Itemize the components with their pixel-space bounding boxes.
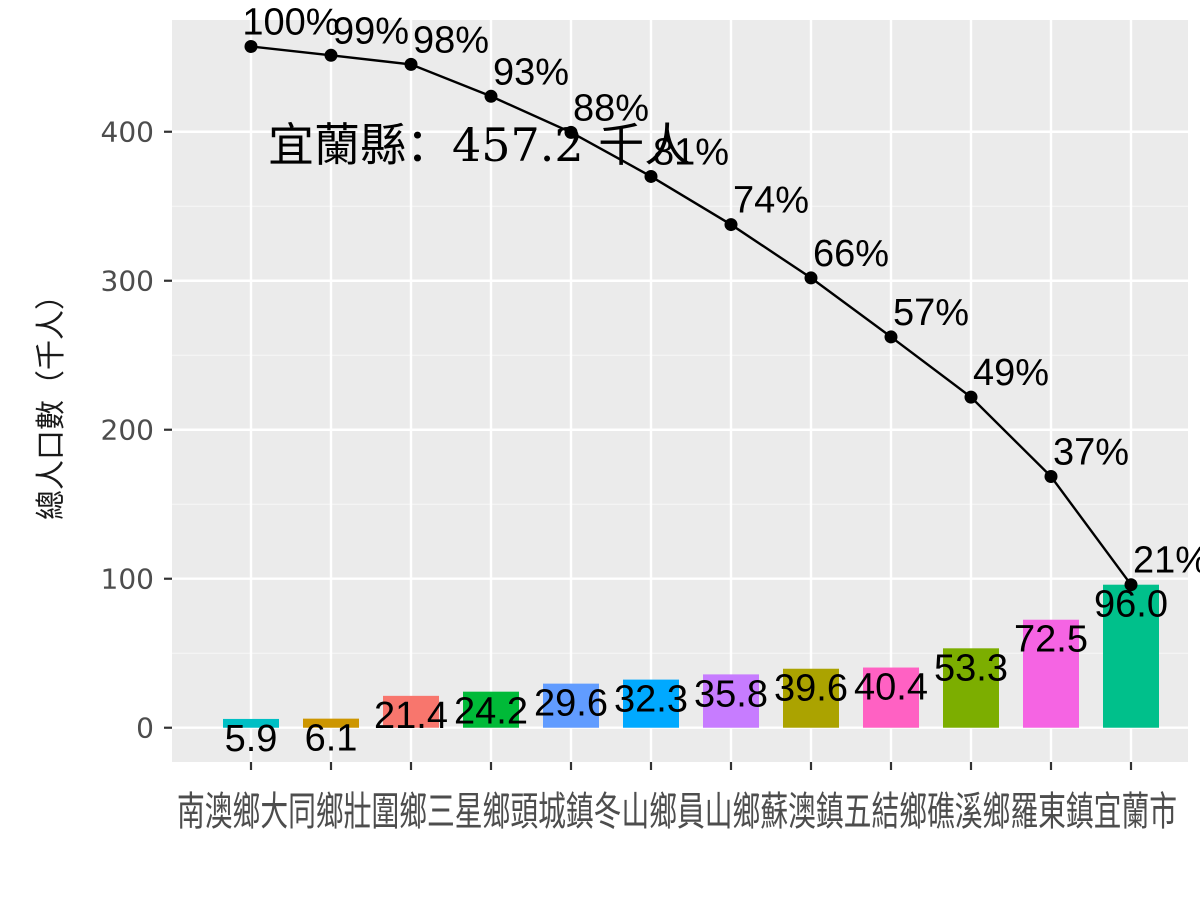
cumulative-percent-label: 100% (242, 2, 339, 44)
bar-value-label: 39.6 (774, 668, 848, 710)
bar-三星鄉 (463, 691, 519, 728)
chart-annotation: 宜蘭縣：457.2 千人 (268, 118, 690, 172)
bar-五結鄉 (863, 667, 919, 728)
bar-value-label: 32.3 (614, 679, 688, 721)
cumulative-point-大同鄉 (324, 48, 338, 62)
bar-value-label: 53.3 (934, 647, 1008, 689)
cumulative-percent-label: 81% (653, 131, 729, 173)
y-tick-label: 200 (101, 414, 154, 447)
bar-value-label: 24.2 (454, 691, 528, 733)
bar-宜蘭市 (1103, 584, 1159, 728)
cumulative-percent-label: 66% (813, 233, 889, 275)
y-tick-label: 100 (101, 563, 154, 596)
cumulative-percent-label: 37% (1053, 432, 1129, 474)
cumulative-point-礁溪鄉 (964, 390, 978, 404)
bar-value-label: 6.1 (305, 718, 358, 760)
bar-頭城鎮 (543, 683, 599, 728)
cumulative-percent-label: 74% (733, 180, 809, 222)
bar-value-label: 29.6 (534, 683, 608, 725)
bar-員山鄉 (703, 674, 759, 728)
y-tick-label: 300 (101, 265, 154, 298)
cumulative-point-羅東鎮 (1044, 470, 1058, 484)
bar-冬山鄉 (623, 679, 679, 728)
y-tick-label: 0 (136, 712, 154, 745)
y-tick-label: 400 (101, 116, 154, 149)
cumulative-percent-label: 57% (893, 292, 969, 334)
cumulative-point-南澳鄉 (244, 40, 258, 54)
cumulative-line-series (244, 40, 1138, 592)
cumulative-point-五結鄉 (884, 330, 898, 344)
bar-value-label: 21.4 (374, 695, 448, 737)
axes: 0 100 200 300 400 (101, 116, 1133, 770)
bar-value-label: 72.5 (1014, 619, 1088, 661)
cumulative-percent-label: 88% (573, 87, 649, 129)
cumulative-point-宜蘭市 (1124, 578, 1138, 592)
bar-value-label: 40.4 (854, 667, 928, 709)
cumulative-point-蘇澳鎮 (804, 271, 818, 285)
bar-大同鄉 (303, 718, 359, 728)
bar-value-label: 96.0 (1094, 584, 1168, 626)
cumulative-percent-label: 49% (973, 352, 1049, 394)
bar-羅東鎮 (1023, 619, 1079, 728)
bar-value-label: 35.8 (694, 673, 768, 715)
cumulative-point-冬山鄉 (644, 169, 658, 183)
bar-壯圍鄉 (383, 695, 439, 728)
cumulative-percent-label: 93% (493, 51, 569, 93)
cumulative-point-員山鄉 (724, 218, 738, 232)
bar-蘇澳鎮 (783, 668, 839, 728)
cumulative-line (250, 45, 1132, 586)
data-labels: 5.9 6.1 21.4 24.2 29.6 32.3 35.8 39.6 40.4 53.372… (225, 2, 1200, 760)
plot-panel (172, 20, 1188, 762)
cumulative-percent-label: 98% (413, 19, 489, 61)
bar-series (223, 584, 1159, 728)
cumulative-point-頭城鎮 (564, 125, 578, 139)
bar-南澳鄉 (223, 718, 279, 728)
x-axis-category-labels: 南澳鄉大同鄉壯圍鄉三星鄉頭城鎮冬山鄉員山鄉蘇澳鎮五結鄉礁溪鄉羅東鎮宜蘭市 (177, 789, 1177, 835)
cumulative-percent-label: 99% (333, 10, 409, 52)
cumulative-percent-label: 21% (1133, 540, 1200, 582)
cumulative-point-壯圍鄉 (404, 57, 418, 71)
bar-礁溪鄉 (943, 648, 999, 728)
cumulative-point-三星鄉 (484, 89, 498, 103)
y-axis-title: 總人口數（千人） (34, 280, 69, 520)
bar-value-label: 5.9 (225, 718, 278, 760)
